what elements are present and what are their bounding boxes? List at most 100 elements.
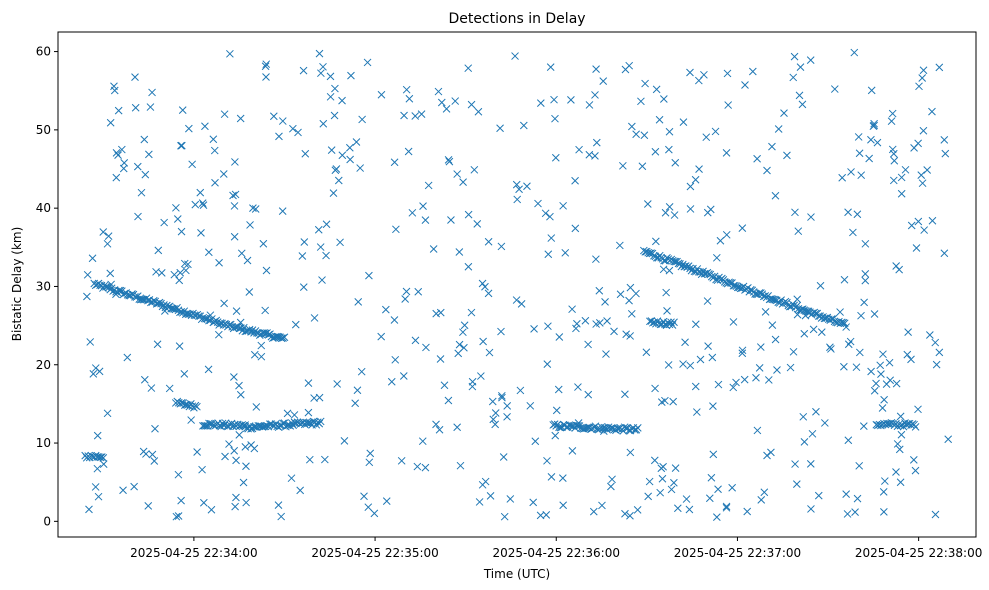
data-point-x-marker [670, 318, 678, 327]
data-point-x-marker [258, 423, 267, 431]
data-point-x-marker [940, 249, 949, 258]
data-point-x-marker [793, 295, 802, 304]
data-point-x-marker [291, 320, 300, 329]
data-point-x-marker [259, 239, 268, 248]
data-point-x-marker [851, 508, 859, 517]
data-point-x-marker [315, 419, 324, 428]
data-point-x-marker [859, 422, 868, 430]
data-point-x-marker [172, 203, 180, 212]
data-point-x-marker [119, 164, 128, 173]
data-point-x-marker [800, 438, 809, 446]
data-point-x-marker [484, 289, 493, 298]
data-point-x-marker [857, 311, 865, 320]
y-tick-label: 60 [36, 45, 51, 59]
data-point-x-marker [703, 208, 712, 217]
data-point-x-marker [357, 367, 366, 376]
data-point-x-marker [650, 456, 659, 465]
data-point-x-marker [669, 397, 678, 406]
data-point-x-marker [387, 377, 396, 386]
data-point-x-marker [422, 343, 430, 352]
data-point-x-marker [592, 138, 601, 147]
data-point-x-marker [740, 375, 749, 384]
data-point-x-marker [673, 504, 682, 513]
data-point-x-marker [235, 381, 243, 390]
data-point-x-marker [756, 343, 765, 351]
data-point-x-marker [94, 492, 103, 501]
data-point-x-marker [515, 185, 523, 194]
data-point-x-marker [764, 376, 773, 384]
data-point-x-marker [402, 85, 411, 94]
data-point-x-marker [637, 97, 645, 106]
data-point-x-marker [741, 81, 749, 89]
data-point-x-marker [474, 107, 483, 116]
data-point-x-marker [333, 380, 342, 388]
data-point-x-marker [464, 210, 473, 219]
data-point-x-marker [287, 474, 296, 483]
data-point-x-marker [842, 490, 851, 499]
data-point-x-marker [801, 311, 810, 320]
data-point-x-marker [444, 396, 453, 405]
data-point-x-marker [861, 269, 870, 278]
data-point-x-marker [176, 268, 185, 277]
data-point-x-marker [204, 365, 213, 374]
data-point-x-marker [855, 461, 864, 470]
data-point-x-marker [289, 124, 297, 133]
data-point-x-marker [93, 464, 102, 473]
data-point-x-marker [738, 349, 747, 358]
data-point-x-marker [390, 316, 399, 324]
data-point-x-marker [793, 310, 802, 319]
data-point-x-marker [633, 506, 642, 514]
data-point-x-marker [536, 511, 545, 520]
data-point-x-marker [243, 256, 252, 265]
data-point-x-marker [663, 307, 671, 315]
data-point-x-marker [144, 502, 153, 510]
data-point-x-marker [440, 381, 449, 390]
data-point-x-marker [686, 361, 695, 370]
data-point-x-marker [318, 276, 326, 284]
data-point-x-marker [767, 448, 775, 457]
data-point-x-marker [486, 491, 495, 500]
data-point-x-marker [110, 82, 118, 91]
data-point-x-marker [914, 405, 922, 414]
data-point-x-marker [670, 257, 679, 266]
data-point-x-marker [250, 350, 259, 359]
data-point-x-marker [814, 491, 823, 500]
data-point-x-marker [892, 379, 901, 388]
data-point-x-marker [846, 337, 855, 346]
data-point-x-marker [511, 52, 519, 60]
data-point-x-marker [242, 462, 250, 471]
data-point-x-marker [686, 68, 694, 77]
data-point-x-marker [209, 135, 218, 144]
data-point-x-marker [131, 73, 139, 81]
data-point-x-marker [892, 468, 900, 476]
data-point-x-marker [743, 507, 752, 516]
data-point-x-marker [662, 288, 670, 297]
data-point-x-marker [235, 431, 244, 439]
data-point-x-marker [298, 252, 307, 260]
data-point-x-marker [903, 350, 912, 359]
data-point-x-marker [146, 103, 155, 111]
data-point-x-marker [131, 292, 139, 301]
data-point-x-marker [99, 453, 108, 462]
data-point-x-marker [411, 336, 420, 345]
data-point-x-marker [397, 456, 406, 465]
data-point-x-marker [513, 195, 522, 204]
data-point-x-marker [86, 338, 95, 346]
data-point-x-marker [763, 166, 771, 175]
data-point-x-marker [340, 437, 349, 445]
data-point-x-marker [656, 488, 665, 497]
data-point-x-marker [816, 281, 825, 290]
data-point-x-marker [180, 401, 189, 410]
data-point-x-marker [738, 346, 747, 355]
data-point-x-marker [566, 421, 575, 430]
data-point-x-marker [840, 275, 849, 284]
data-point-x-marker [230, 446, 239, 455]
data-point-x-marker [889, 149, 898, 158]
data-point-x-marker [231, 190, 240, 199]
data-point-x-marker [503, 412, 511, 421]
data-point-x-marker [485, 348, 494, 357]
data-point-x-marker [670, 478, 678, 487]
data-point-x-marker [885, 358, 894, 367]
data-point-x-marker [316, 417, 325, 426]
data-point-x-marker [484, 237, 493, 246]
